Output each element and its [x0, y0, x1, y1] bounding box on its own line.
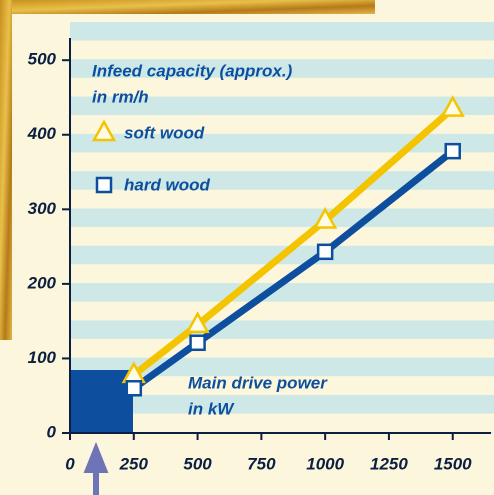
x-tick-label: 1250 — [370, 454, 408, 473]
wood-strip — [0, 0, 12, 340]
wood-strip — [0, 0, 375, 14]
x-tick-label: 500 — [183, 454, 212, 473]
legend-marker — [97, 178, 111, 192]
marker — [191, 336, 205, 350]
annotation: in rm/h — [92, 87, 149, 106]
y-tick-label: 300 — [28, 199, 57, 218]
y-tick-label: 0 — [47, 422, 57, 441]
annotation: Main drive power — [188, 373, 328, 392]
x-tick-label: 250 — [119, 454, 149, 473]
marker — [127, 381, 141, 395]
legend-label: soft wood — [124, 123, 205, 142]
annotation: in kW — [188, 399, 235, 418]
y-tick-label: 500 — [28, 50, 57, 69]
highlight-box — [70, 370, 133, 433]
marker — [318, 245, 332, 259]
x-tick-label: 0 — [65, 454, 75, 473]
x-tick-label: 1500 — [434, 454, 472, 473]
marker — [446, 144, 460, 158]
chart: 0 100 200 300 400 500 0 250 500 750 1000 1250 1500 so… — [0, 0, 494, 495]
y-tick-label: 100 — [28, 348, 57, 367]
annotation: Infeed capacity (approx.) — [92, 61, 293, 80]
y-tick-label: 400 — [27, 124, 57, 143]
x-tick-label: 1000 — [306, 454, 344, 473]
x-tick-label: 750 — [247, 454, 276, 473]
y-tick-label: 200 — [27, 273, 57, 292]
legend-label: hard wood — [124, 175, 211, 194]
